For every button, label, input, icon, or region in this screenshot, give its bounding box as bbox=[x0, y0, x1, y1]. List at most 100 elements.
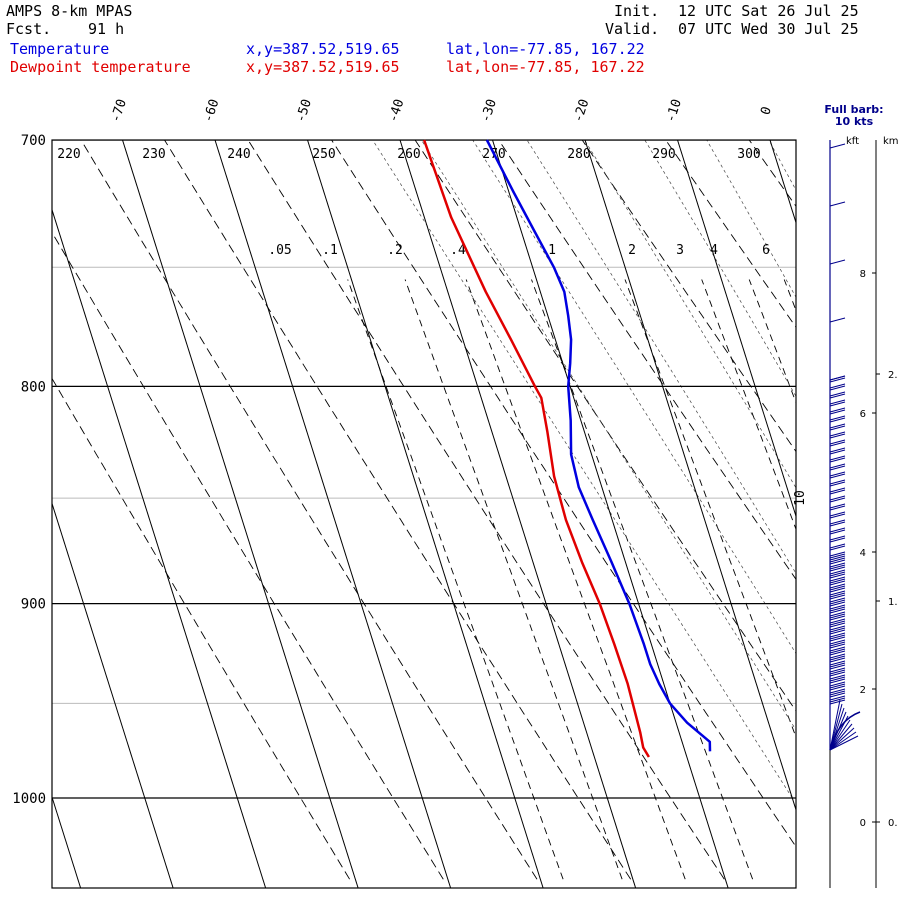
wind-barb bbox=[829, 457, 846, 463]
wind-barb bbox=[829, 401, 846, 407]
wind-barb bbox=[829, 535, 846, 541]
isotherm bbox=[214, 140, 452, 888]
wind-barbs bbox=[829, 143, 861, 751]
dry-adiabat bbox=[163, 140, 632, 880]
mixing-ratio-line bbox=[701, 279, 796, 531]
wind-barb bbox=[829, 646, 846, 652]
wind-barb bbox=[829, 580, 846, 586]
wind-barb bbox=[829, 543, 846, 549]
wind-barb bbox=[829, 625, 846, 631]
wind-barb bbox=[829, 592, 846, 598]
km-axis-label: km bbox=[883, 136, 899, 147]
wind-legend-title: Full barb: bbox=[824, 103, 883, 116]
kft-tick-label: 0 bbox=[860, 818, 866, 829]
wind-barb bbox=[829, 431, 846, 437]
dry-adiabat bbox=[414, 140, 796, 712]
wind-barb bbox=[829, 653, 846, 659]
dry-adiabat bbox=[52, 377, 350, 880]
wind-barb bbox=[829, 671, 846, 677]
wind-barb bbox=[829, 447, 846, 453]
wind-barb bbox=[829, 681, 846, 687]
wind-barb bbox=[829, 727, 855, 751]
mixing-ratio-label: .05 bbox=[268, 243, 291, 258]
isotherm bbox=[399, 140, 637, 888]
wind-barb bbox=[829, 723, 853, 751]
isentrope-label: 280 bbox=[567, 147, 590, 162]
isotherm bbox=[584, 140, 796, 812]
wind-barb bbox=[829, 551, 846, 557]
wind-barb bbox=[829, 594, 846, 600]
wind-barb bbox=[829, 650, 846, 656]
isotherm bbox=[769, 140, 796, 225]
pressure-label: 1000 bbox=[12, 791, 46, 807]
wind-barb bbox=[829, 641, 846, 647]
wind-barb bbox=[829, 409, 846, 415]
wind-barb bbox=[829, 417, 846, 423]
km-tick-label: 0. bbox=[888, 818, 898, 829]
wind-barb bbox=[829, 683, 846, 689]
wind-barb bbox=[829, 505, 846, 511]
km-tick-label: 1. bbox=[888, 597, 898, 608]
isentrope-label: 220 bbox=[57, 147, 80, 162]
temperature-tick-label: -70 bbox=[108, 97, 130, 124]
moist-adiabat bbox=[372, 140, 793, 799]
kft-tick-label: 4 bbox=[860, 548, 866, 559]
wind-barb bbox=[829, 611, 846, 617]
wind-barb bbox=[829, 555, 846, 561]
kft-tick-label: 8 bbox=[860, 269, 866, 280]
wind-barb bbox=[829, 511, 846, 517]
wind-barb bbox=[829, 377, 846, 383]
wind-barb bbox=[829, 690, 846, 696]
wind-barb bbox=[829, 519, 846, 525]
temperature-xy: x,y=387.52,519.65 bbox=[246, 40, 400, 58]
dry-adiabat bbox=[498, 140, 796, 581]
wind-legend-speed: 10 kts bbox=[835, 115, 874, 128]
kft-tick-label: 6 bbox=[860, 409, 866, 420]
mixing-ratio-label: 2 bbox=[628, 243, 636, 258]
moist-adiabat bbox=[472, 140, 796, 655]
wind-barb bbox=[829, 439, 846, 445]
dry-adiabat bbox=[247, 140, 725, 880]
wind-barb bbox=[829, 597, 846, 603]
wind-barb bbox=[829, 557, 846, 563]
dry-adiabat bbox=[581, 140, 796, 453]
wind-barb bbox=[829, 634, 846, 640]
wind-barb bbox=[829, 385, 846, 391]
wind-barb bbox=[829, 449, 846, 455]
dry-adiabat bbox=[331, 140, 796, 848]
wind-barb bbox=[829, 664, 846, 670]
wind-barb bbox=[829, 465, 846, 471]
wind-barb bbox=[829, 578, 846, 584]
mixing-ratio-label: 4 bbox=[710, 243, 718, 258]
isotherm bbox=[52, 795, 82, 888]
wind-barb bbox=[829, 562, 846, 568]
dewpoint-latlon: lat,lon=-77.85, 167.22 bbox=[446, 58, 645, 76]
wind-barb bbox=[829, 699, 846, 705]
isentrope-label: 240 bbox=[227, 147, 250, 162]
isotherm bbox=[52, 208, 267, 888]
wind-barb bbox=[829, 455, 846, 461]
wind-barb bbox=[829, 678, 846, 684]
dewpoint-xy: x,y=387.52,519.65 bbox=[246, 58, 400, 76]
wind-barb bbox=[829, 487, 846, 493]
wind-barb bbox=[829, 613, 846, 619]
wind-barb bbox=[829, 587, 846, 593]
dry-adiabat bbox=[877, 87, 900, 880]
mixing-ratio-line bbox=[748, 279, 796, 404]
wind-barb bbox=[829, 583, 846, 589]
wind-barb bbox=[829, 481, 846, 487]
model-title: AMPS 8-km MPAS bbox=[6, 2, 133, 20]
wind-barb bbox=[829, 735, 859, 751]
wind-barb bbox=[829, 639, 846, 645]
plot-frame bbox=[51, 139, 797, 889]
wind-barb bbox=[829, 620, 846, 626]
dry-adiabat bbox=[795, 87, 900, 880]
init-label: Init. bbox=[614, 2, 660, 20]
moist-adiabat bbox=[420, 140, 796, 731]
wind-barb bbox=[829, 383, 846, 389]
wind-barb bbox=[829, 695, 846, 701]
wind-barb bbox=[829, 618, 846, 624]
wind-barb bbox=[829, 629, 846, 635]
wind-barb bbox=[829, 674, 846, 680]
